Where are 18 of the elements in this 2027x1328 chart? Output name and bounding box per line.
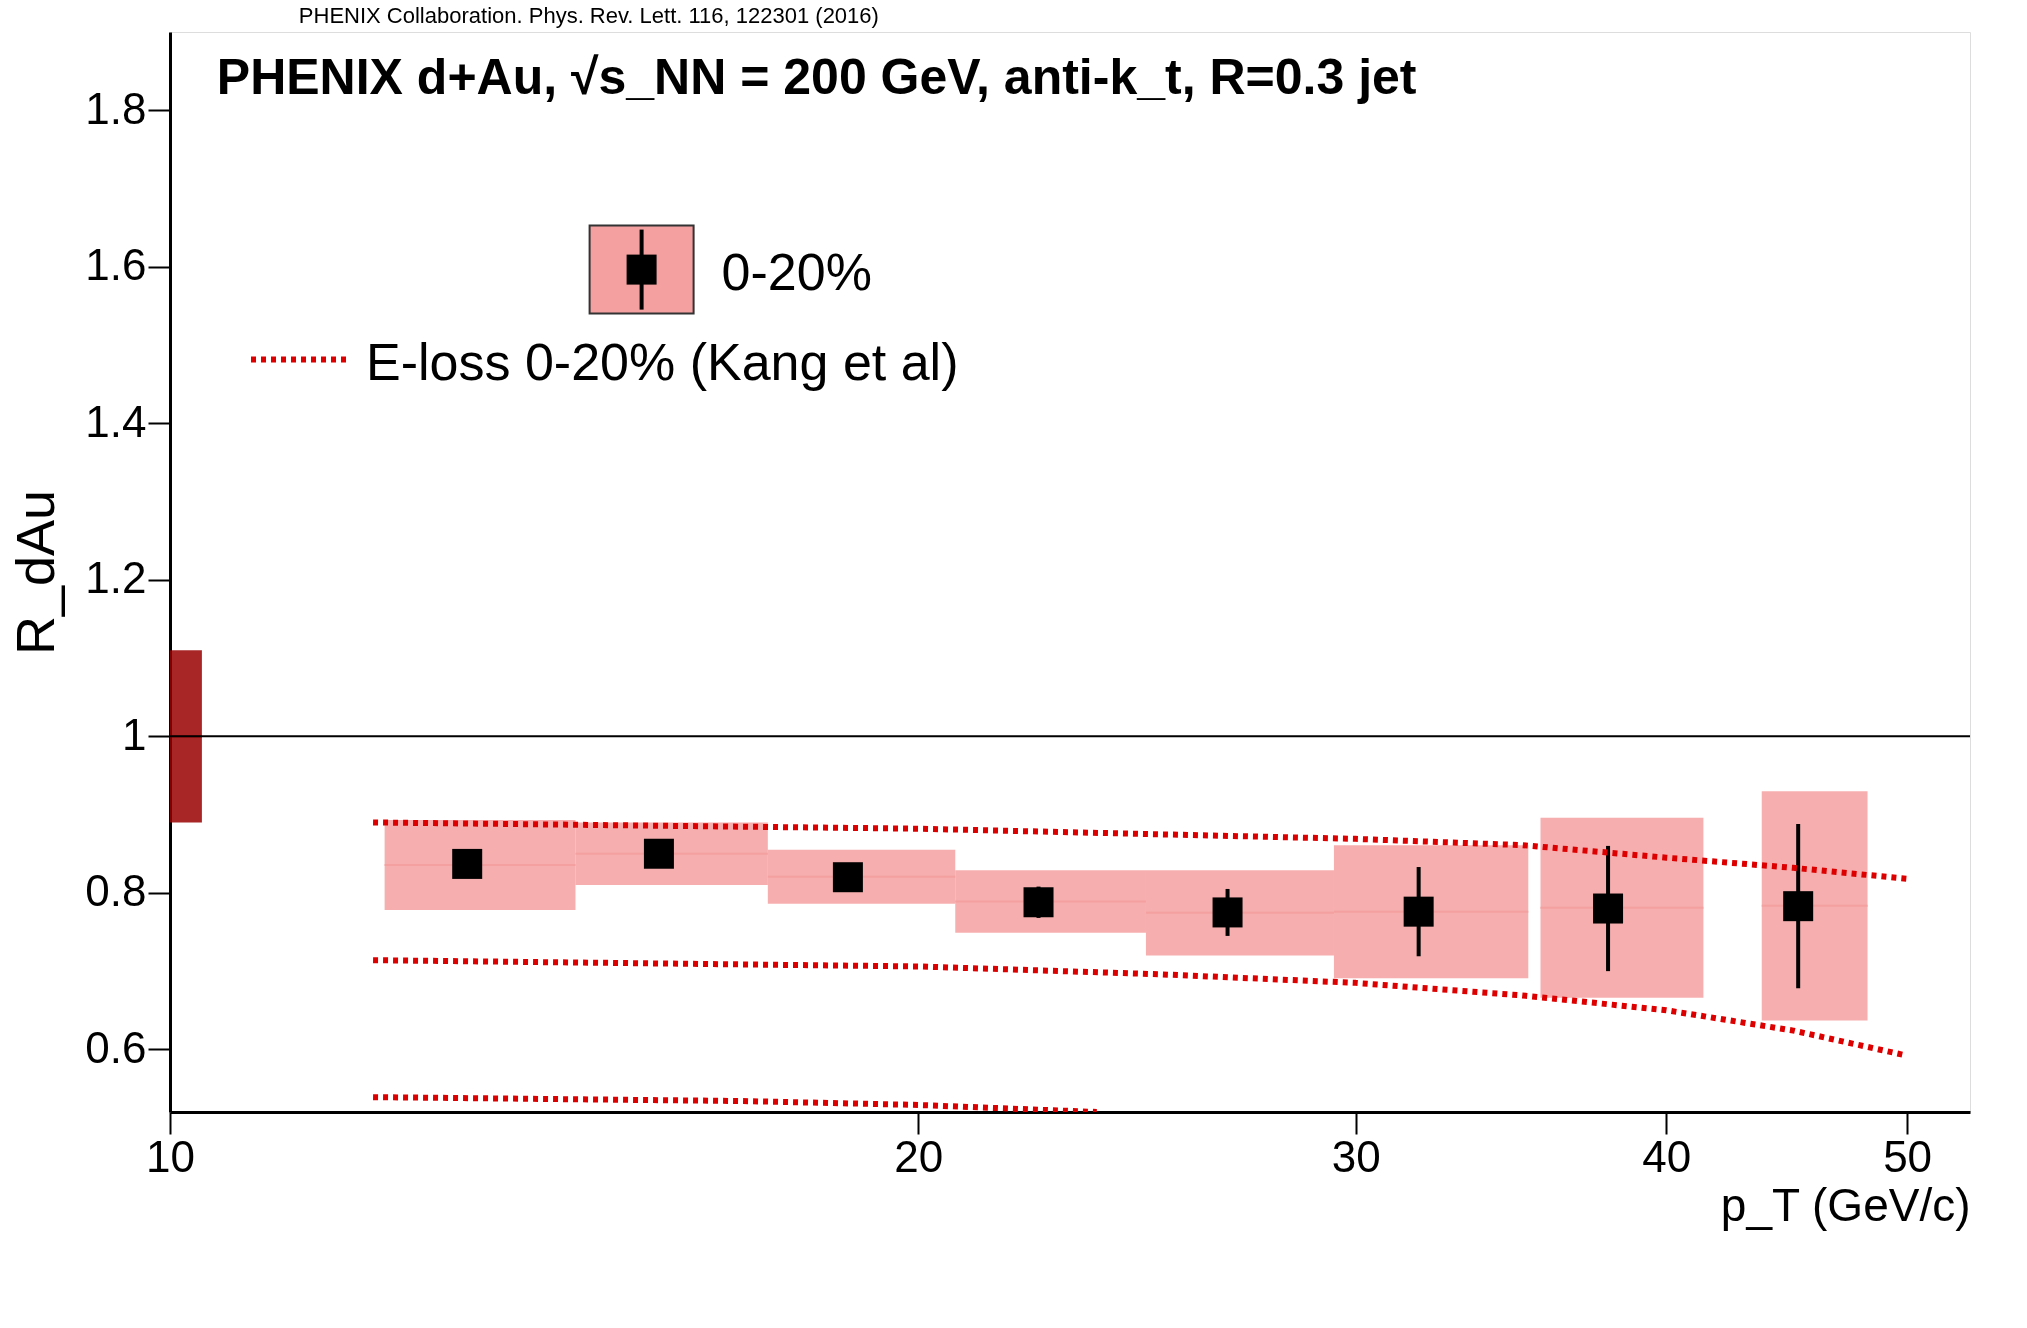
x-tick-label: 10 [146, 1131, 195, 1181]
legend-label: E-loss 0-20% (Kang et al) [366, 332, 959, 391]
annotation: PHENIX d+Au, √s_NN = 200 GeV, anti-k_t, R=0.3 jet [216, 48, 1417, 105]
x-tick-label: 20 [894, 1131, 944, 1181]
x-axis-title: p_T (GeV/c) [1720, 1178, 1971, 1231]
y-axis-title: R_dAu [5, 489, 66, 656]
x-tick-label: 30 [1331, 1131, 1381, 1181]
x-tick-label: 50 [1883, 1131, 1933, 1181]
y-tick-label: 1.6 [85, 240, 147, 290]
y-tick-label: 1.4 [85, 396, 147, 446]
y-tick-label: 1.8 [85, 83, 147, 133]
y-tick-label: 1.2 [85, 553, 147, 603]
legend-label: 0-20% [721, 242, 872, 301]
x-tick-label: 40 [1642, 1131, 1692, 1181]
y-tick-label: 0.6 [85, 1022, 147, 1072]
y-tick-label: 0.8 [85, 866, 147, 916]
chart-title: PHENIX Collaboration. Phys. Rev. Lett. 116, 122301 (2016) [298, 3, 879, 28]
y-tick-label: 1 [122, 709, 147, 759]
